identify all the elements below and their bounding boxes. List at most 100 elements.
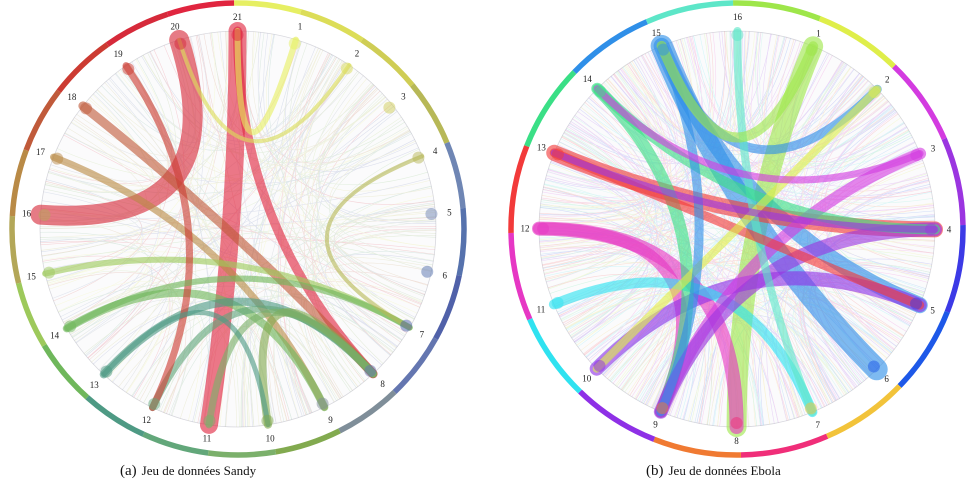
chord-link: [755, 32, 910, 165]
chord-ribbon: [324, 154, 425, 330]
chord-link: [43, 191, 144, 299]
chord-link: [109, 77, 403, 341]
chord-link: [540, 36, 699, 208]
caption-text-b: Jeu de données Ebola: [668, 463, 781, 478]
chord-node: [203, 414, 216, 427]
chord-link: [288, 221, 436, 415]
chord-link: [89, 31, 227, 361]
ring-segment: [897, 310, 950, 388]
chord-node: [421, 265, 434, 278]
chord-link: [63, 255, 433, 323]
segment-label: 9: [328, 415, 333, 425]
segment-label: 11: [537, 305, 546, 315]
chord-link: [283, 85, 375, 416]
segment-label: 1: [816, 28, 821, 38]
caption-tag-b: (b): [646, 463, 664, 479]
chord-node: [340, 62, 353, 75]
chord-ribbon: [733, 27, 817, 417]
caption-ebola: (b) Jeu de données Ebola: [646, 463, 781, 480]
chord-link: [317, 93, 415, 320]
chord-ribbon: [592, 85, 882, 373]
chord-link: [44, 259, 154, 357]
chord-node: [537, 222, 550, 235]
chord-node: [42, 266, 55, 279]
chord-link: [572, 118, 779, 423]
chord-link: [329, 129, 436, 221]
chord-node: [64, 320, 77, 333]
ring-segment: [338, 389, 397, 434]
chord-link: [282, 48, 335, 403]
chord-link: [245, 31, 391, 356]
chord-ribbon: [101, 310, 271, 428]
chord-link: [548, 73, 663, 290]
segment-label: 8: [380, 379, 385, 389]
chord-ribbon: [656, 41, 704, 417]
chord-ribbon: [656, 40, 819, 143]
chord-node: [288, 37, 301, 50]
chord-node: [122, 62, 135, 75]
chord-link: [63, 134, 421, 308]
segment-label: 4: [433, 146, 438, 156]
chord-node: [551, 296, 564, 309]
chord-link: [752, 317, 854, 427]
chord-node: [316, 397, 329, 410]
ring-segment: [653, 436, 741, 458]
chord-link: [724, 31, 934, 208]
segment-label: 15: [652, 28, 662, 38]
chord-link: [759, 32, 932, 267]
chord-link: [827, 159, 923, 321]
ring-segment: [456, 207, 467, 277]
chord-node: [594, 85, 607, 98]
segment-label: 16: [22, 209, 32, 219]
ring-segment: [941, 137, 966, 226]
chord-link: [325, 254, 434, 349]
segment-label: 1: [298, 21, 303, 31]
chord-link: [539, 31, 726, 224]
chord-link: [541, 253, 649, 341]
segment-label: 18: [67, 92, 77, 102]
chord-link: [41, 67, 353, 253]
ring-segment: [105, 11, 169, 47]
chord-node: [551, 148, 564, 161]
segment-label: 21: [233, 12, 242, 22]
segment-label: 7: [815, 420, 820, 430]
chord-link: [541, 61, 844, 260]
segment-label: 6: [884, 374, 889, 384]
chord-node: [400, 319, 413, 332]
chord-ribbon: [177, 37, 352, 144]
caption-tag-a: (a): [120, 463, 137, 479]
ring-segment: [142, 431, 209, 456]
chord-link: [542, 33, 711, 199]
segment-label: 12: [521, 224, 530, 234]
chord-link: [136, 94, 385, 400]
chord-link: [45, 32, 260, 193]
chord-link: [674, 172, 927, 417]
chord-node: [730, 416, 743, 429]
chord-link: [574, 108, 658, 343]
chord-node: [593, 359, 606, 372]
chord-node: [174, 37, 187, 50]
chord-link: [543, 187, 904, 337]
chord-link: [333, 202, 435, 293]
segment-label: 15: [27, 272, 37, 282]
chord-link: [249, 46, 316, 427]
chord-link: [601, 75, 863, 155]
chord-link: [317, 83, 436, 234]
segment-label: 5: [930, 306, 935, 316]
ring-segment: [166, 0, 235, 17]
chord-link: [224, 54, 332, 427]
chord-link: [203, 33, 337, 138]
chord-link: [539, 97, 886, 224]
segment-label: 14: [50, 330, 60, 340]
chord-node: [731, 29, 744, 42]
ring-segment: [818, 16, 896, 69]
chord-link: [550, 162, 893, 353]
chord-link: [315, 84, 422, 303]
chord-link: [622, 316, 705, 422]
chord-link: [304, 59, 431, 192]
chord-node: [231, 29, 244, 42]
chord-link: [792, 296, 903, 409]
chord-node: [910, 297, 923, 310]
chord-link: [564, 62, 672, 327]
